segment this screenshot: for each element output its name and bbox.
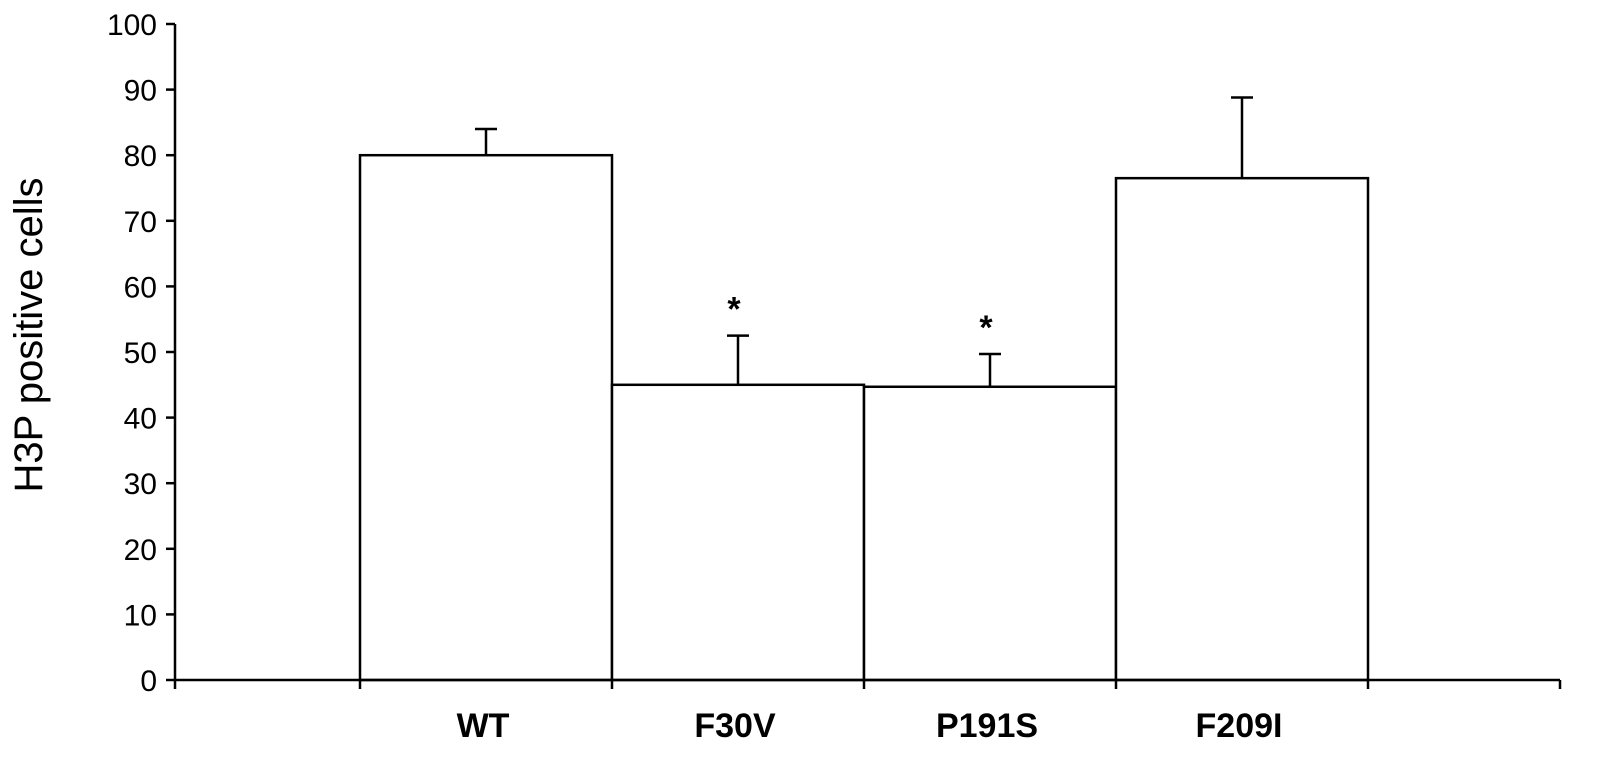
x-tick-label: F209I xyxy=(1196,707,1283,745)
y-tick-label: 10 xyxy=(124,599,157,632)
y-tick-label: 40 xyxy=(124,403,157,436)
y-tick-label: 50 xyxy=(124,337,157,370)
x-axis-tick-labels: WT F30V P191S F209I xyxy=(457,707,1283,745)
y-tick-label: 80 xyxy=(124,140,157,173)
bar-f30v xyxy=(610,383,866,682)
x-tick-label: F30V xyxy=(694,707,776,745)
y-tick-label: 100 xyxy=(107,9,157,42)
y-axis-ticks: 0 10 20 30 40 50 60 70 80 90 100 xyxy=(107,9,175,698)
y-tick-label: 70 xyxy=(124,206,157,239)
bars: * * xyxy=(358,96,1562,689)
bar-p191s xyxy=(862,385,1118,682)
significance-marker: * xyxy=(979,309,993,347)
bar-f209i xyxy=(1114,176,1370,682)
x-tick-label: P191S xyxy=(936,707,1038,745)
y-axis-label: H3P positive cells xyxy=(7,178,51,493)
y-tick-label: 60 xyxy=(124,271,157,304)
y-tick-label: 30 xyxy=(124,468,157,501)
y-tick-label: 90 xyxy=(124,75,157,108)
y-tick-label: 0 xyxy=(140,665,157,698)
x-tick-label: WT xyxy=(457,707,510,745)
y-tick-label: 20 xyxy=(124,534,157,567)
significance-marker: * xyxy=(727,291,741,329)
bar-wt xyxy=(358,153,614,682)
